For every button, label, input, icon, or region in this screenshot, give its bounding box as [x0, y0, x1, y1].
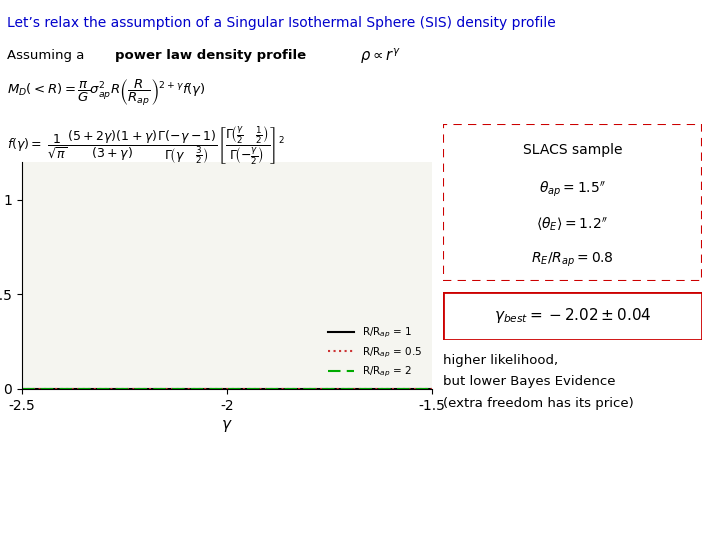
- Text: $\gamma_{best} = -2.02 \pm 0.04$: $\gamma_{best} = -2.02 \pm 0.04$: [493, 306, 652, 326]
- Text: $M_D(<R) = \dfrac{\pi}{G}\sigma_{ap}^2 R \left(\dfrac{R}{R_{ap}}\right)^{2+\gamm: $M_D(<R) = \dfrac{\pi}{G}\sigma_{ap}^2 R…: [7, 78, 206, 109]
- Text: (extra freedom has its price): (extra freedom has its price): [443, 397, 634, 410]
- Text: Assuming a: Assuming a: [7, 49, 89, 62]
- Text: higher likelihood,: higher likelihood,: [443, 354, 558, 367]
- Text: $\rho \propto r^{\gamma}$: $\rho \propto r^{\gamma}$: [360, 46, 401, 65]
- Legend: R/R$_{ap}$ = 1, R/R$_{ap}$ = 0.5, R/R$_{ap}$ = 2: R/R$_{ap}$ = 1, R/R$_{ap}$ = 0.5, R/R$_{…: [324, 322, 427, 383]
- Text: $\theta_{ap} = 1.5^{\prime\prime}$: $\theta_{ap} = 1.5^{\prime\prime}$: [539, 179, 606, 199]
- Text: SLACS sample: SLACS sample: [523, 143, 622, 157]
- Text: but lower Bayes Evidence: but lower Bayes Evidence: [443, 375, 616, 388]
- Text: Let’s relax the assumption of a Singular Isothermal Sphere (SIS) density profile: Let’s relax the assumption of a Singular…: [7, 16, 556, 30]
- Text: $\langle\theta_E\rangle = 1.2^{\prime\prime}$: $\langle\theta_E\rangle = 1.2^{\prime\pr…: [536, 215, 608, 233]
- X-axis label: $\gamma$: $\gamma$: [221, 418, 233, 434]
- Text: power law density profile: power law density profile: [115, 49, 306, 62]
- Text: $R_E/R_{ap} = 0.8$: $R_E/R_{ap} = 0.8$: [531, 251, 614, 269]
- Text: $f(\gamma) = \;\dfrac{1}{\sqrt{\pi}}\dfrac{(5+2\gamma)(1+\gamma)}{(3+\gamma)}\df: $f(\gamma) = \;\dfrac{1}{\sqrt{\pi}}\dfr…: [7, 124, 285, 167]
